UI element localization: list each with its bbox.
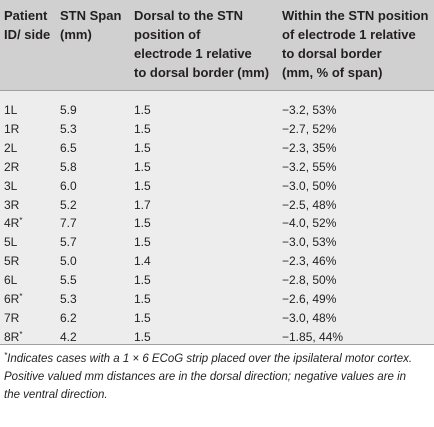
cell-patient-id: 6L: [4, 273, 18, 288]
footnote-mark: *: [4, 351, 8, 360]
cell-stn-span: 5.7: [60, 235, 77, 250]
cell-within-position: −4.0, 52%: [282, 216, 337, 231]
cell-stn-span: 5.9: [60, 103, 77, 117]
cell-dorsal-position: 1.5: [134, 310, 151, 325]
table-row: 4R* 7.7 1.5 −4.0, 52%: [0, 214, 434, 232]
table-row: 5L 5.7 1.5 −3.0, 53%: [0, 233, 434, 251]
table-body: [0, 90, 434, 344]
table-row: 5R 5.0 1.4 −2.3, 46%: [0, 252, 434, 270]
cell-within-position: −2.5, 48%: [282, 197, 337, 212]
cell-within-position: −3.0, 53%: [282, 235, 337, 250]
cell-stn-span: 7.7: [60, 216, 77, 231]
cell-within-position: −1.85, 44%: [282, 329, 344, 344]
footnote-line: Positive valued mm distances are in the …: [4, 371, 407, 383]
strip-marker: *: [19, 329, 23, 339]
cell-dorsal-position: 1.5: [134, 292, 151, 306]
cell-patient-id: 4R*: [4, 216, 23, 231]
cell-dorsal-position: 1.5: [134, 216, 151, 231]
cell-dorsal-position: 1.5: [134, 140, 151, 155]
cell-patient-id: 5L: [4, 235, 18, 250]
table-row: 7R 6.2 1.5 −3.0, 48%: [0, 309, 434, 327]
cell-within-position: −2.3, 46%: [282, 254, 337, 269]
cell-within-position: −2.6, 49%: [282, 292, 337, 306]
table-row: 8R* 4.2 1.5 −1.85, 44%: [0, 328, 434, 346]
table-row: 2L 6.5 1.5 −2.3, 35%: [0, 139, 434, 157]
cell-dorsal-position: 1.5: [134, 103, 151, 117]
cell-stn-span: 5.5: [60, 273, 77, 288]
cell-within-position: −3.2, 53%: [282, 103, 337, 117]
cell-patient-id: 3L: [4, 178, 18, 193]
cell-patient-id: 2R: [4, 159, 20, 174]
cell-dorsal-position: 1.4: [134, 254, 151, 269]
cell-stn-span: 6.0: [60, 178, 77, 193]
cell-within-position: −3.0, 48%: [282, 310, 337, 325]
cell-stn-span: 5.3: [60, 121, 77, 136]
header-dorsal-position: Dorsal to the STN position of electrode …: [134, 8, 270, 80]
cell-dorsal-position: 1.7: [134, 197, 151, 212]
cell-stn-span: 5.3: [60, 292, 77, 306]
cell-dorsal-position: 1.5: [134, 329, 151, 344]
table-bottom-rule: [0, 344, 434, 345]
table-footnote: *Indicates cases with a 1 × 6 ECoG strip…: [4, 350, 430, 404]
cell-stn-span: 4.2: [60, 329, 77, 344]
cell-stn-span: 5.8: [60, 159, 77, 174]
cell-within-position: −2.8, 50%: [282, 273, 337, 288]
cell-patient-id: 2L: [4, 140, 18, 155]
table-row: 2R 5.8 1.5 −3.2, 55%: [0, 158, 434, 176]
cell-patient-id: 6R*: [4, 292, 23, 306]
cell-patient-id: 8R*: [4, 329, 23, 344]
table-header: [0, 0, 434, 90]
cell-dorsal-position: 1.5: [134, 159, 151, 174]
cell-patient-id: 3R: [4, 197, 20, 212]
header-stn-span: STN Span (mm): [60, 8, 122, 42]
header-divider: [0, 90, 434, 91]
cell-within-position: −3.0, 50%: [282, 178, 337, 193]
cell-stn-span: 6.5: [60, 140, 77, 155]
cell-dorsal-position: 1.5: [134, 235, 151, 250]
header-patient-id: Patient ID/ side: [4, 8, 51, 42]
strip-marker: *: [19, 216, 23, 226]
header-within-stn-position: Within the STN position of electrode 1 r…: [282, 8, 429, 80]
table-row: 3R 5.2 1.7 −2.5, 48%: [0, 196, 434, 214]
cell-patient-id: 1R: [4, 121, 20, 136]
footnote-line: *Indicates cases with a 1 × 6 ECoG strip…: [4, 351, 413, 366]
cell-stn-span: 5.0: [60, 254, 77, 269]
strip-marker: *: [19, 292, 23, 301]
table-row: 6L 5.5 1.5 −2.8, 50%: [0, 271, 434, 289]
cell-within-position: −2.7, 52%: [282, 121, 337, 136]
table-row: 3L 6.0 1.5 −3.0, 50%: [0, 177, 434, 195]
cell-within-position: −2.3, 35%: [282, 140, 337, 155]
cell-dorsal-position: 1.5: [134, 178, 151, 193]
cell-stn-span: 5.2: [60, 197, 77, 212]
cell-patient-id: 7R: [4, 310, 20, 325]
cell-within-position: −3.2, 55%: [282, 159, 337, 174]
cell-stn-span: 6.2: [60, 310, 77, 325]
cell-patient-id: 1L: [4, 103, 18, 117]
table-row: 1L 5.9 1.5 −3.2, 53%: [0, 101, 434, 119]
cell-dorsal-position: 1.5: [134, 121, 151, 136]
table-row: 1R 5.3 1.5 −2.7, 52%: [0, 120, 434, 138]
footnote-line: the ventral direction.: [4, 389, 108, 401]
cell-dorsal-position: 1.5: [134, 273, 151, 288]
table-row: 6R* 5.3 1.5 −2.6, 49%: [0, 290, 434, 308]
cell-patient-id: 5R: [4, 254, 20, 269]
